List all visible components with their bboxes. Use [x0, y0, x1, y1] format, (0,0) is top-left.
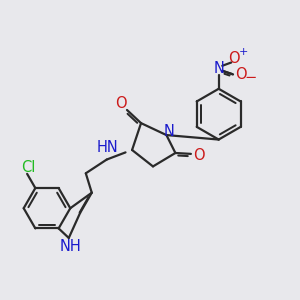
Text: +: +	[239, 47, 248, 57]
Text: −: −	[245, 70, 257, 85]
Text: NH: NH	[59, 239, 81, 254]
Text: N: N	[164, 124, 174, 139]
Text: O: O	[236, 67, 247, 82]
Text: O: O	[228, 51, 240, 66]
Text: Cl: Cl	[21, 160, 36, 175]
Text: N: N	[213, 61, 224, 76]
Text: HN: HN	[97, 140, 118, 155]
Text: O: O	[193, 148, 205, 163]
Text: O: O	[115, 96, 127, 111]
